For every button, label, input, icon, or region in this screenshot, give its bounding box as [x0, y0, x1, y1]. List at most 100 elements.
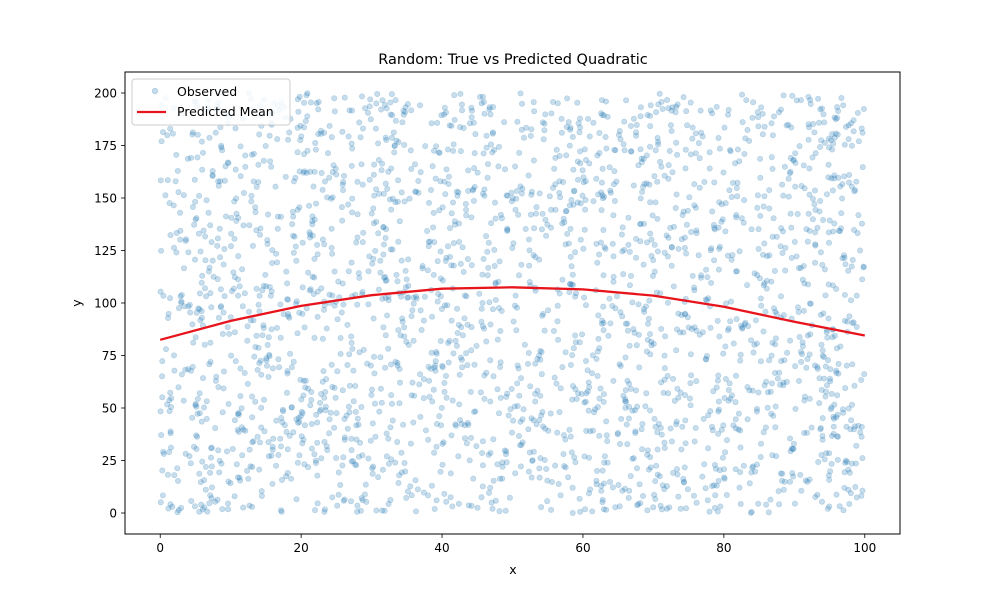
- observed-point: [799, 339, 806, 346]
- observed-point: [386, 196, 393, 203]
- observed-point: [479, 438, 486, 445]
- observed-point: [231, 493, 238, 500]
- observed-point: [764, 389, 771, 396]
- observed-point: [478, 318, 485, 325]
- observed-point: [455, 220, 462, 227]
- observed-point: [846, 469, 853, 476]
- observed-point: [814, 224, 821, 231]
- observed-point: [503, 393, 510, 400]
- observed-point: [847, 426, 854, 433]
- observed-point: [601, 453, 608, 460]
- observed-point: [825, 472, 832, 479]
- observed-point: [471, 361, 478, 368]
- observed-point: [845, 466, 852, 473]
- observed-point: [834, 456, 841, 463]
- observed-point: [193, 403, 200, 410]
- observed-point: [805, 121, 812, 128]
- observed-point: [781, 478, 788, 485]
- observed-point: [282, 473, 289, 480]
- observed-point: [177, 209, 184, 216]
- observed-point: [705, 445, 712, 452]
- observed-point: [826, 450, 833, 457]
- observed-point: [829, 282, 836, 289]
- observed-point: [483, 233, 490, 240]
- observed-point: [687, 99, 694, 106]
- observed-point: [490, 436, 497, 443]
- observed-point: [205, 209, 212, 216]
- observed-point: [339, 187, 346, 194]
- observed-point: [536, 465, 543, 472]
- observed-point: [616, 128, 623, 135]
- observed-point: [455, 500, 462, 507]
- observed-point: [259, 332, 266, 339]
- observed-point: [582, 197, 589, 204]
- observed-point: [799, 343, 806, 350]
- observed-point: [806, 124, 813, 131]
- observed-point: [691, 181, 698, 188]
- observed-point: [748, 337, 755, 344]
- observed-point: [255, 161, 262, 168]
- observed-point: [732, 268, 739, 275]
- observed-point: [497, 363, 504, 370]
- observed-point: [562, 208, 569, 215]
- observed-point: [355, 453, 362, 460]
- observed-point: [264, 241, 271, 248]
- observed-point: [803, 226, 810, 233]
- observed-point: [486, 106, 493, 113]
- observed-point: [368, 210, 375, 217]
- observed-point: [607, 189, 614, 196]
- legend-box: [131, 78, 291, 126]
- observed-point: [231, 329, 238, 336]
- observed-point: [566, 202, 573, 209]
- observed-point: [236, 283, 243, 290]
- observed-point: [843, 362, 850, 369]
- observed-point: [792, 150, 799, 157]
- observed-point: [420, 376, 427, 383]
- observed-point: [582, 157, 589, 164]
- observed-point: [450, 141, 457, 148]
- observed-point: [643, 348, 650, 355]
- observed-point: [307, 168, 314, 175]
- observed-point: [412, 477, 419, 484]
- observed-point: [425, 243, 432, 250]
- observed-point: [744, 282, 751, 289]
- observed-point: [806, 191, 813, 198]
- observed-point: [647, 454, 654, 461]
- observed-point: [534, 387, 541, 394]
- observed-point: [270, 435, 277, 442]
- observed-point: [339, 217, 346, 224]
- observed-point: [481, 395, 488, 402]
- observed-point: [771, 267, 778, 274]
- observed-point: [382, 134, 389, 141]
- observed-point: [537, 392, 544, 399]
- observed-point: [443, 254, 450, 261]
- observed-point: [672, 205, 679, 212]
- observed-point: [564, 230, 571, 237]
- observed-point: [256, 292, 263, 299]
- observed-point: [370, 353, 377, 360]
- observed-point: [668, 243, 675, 250]
- observed-point: [786, 435, 793, 442]
- observed-point: [194, 410, 201, 417]
- observed-point: [215, 182, 222, 189]
- observed-point: [492, 215, 499, 222]
- observed-point: [169, 130, 176, 137]
- observed-point: [741, 151, 748, 158]
- observed-point: [481, 325, 488, 332]
- observed-point: [267, 158, 274, 165]
- observed-point: [733, 214, 740, 221]
- observed-point: [173, 230, 180, 237]
- observed-point: [237, 477, 244, 484]
- observed-point: [598, 189, 605, 196]
- observed-point: [567, 253, 574, 260]
- observed-point: [307, 402, 314, 409]
- observed-point: [755, 389, 762, 396]
- observed-point: [403, 494, 410, 501]
- observed-point: [780, 379, 787, 386]
- observed-point: [219, 506, 226, 513]
- observed-point: [552, 154, 559, 161]
- observed-point: [640, 306, 647, 313]
- observed-point: [220, 261, 227, 268]
- observed-point: [710, 482, 717, 489]
- observed-point: [772, 341, 779, 348]
